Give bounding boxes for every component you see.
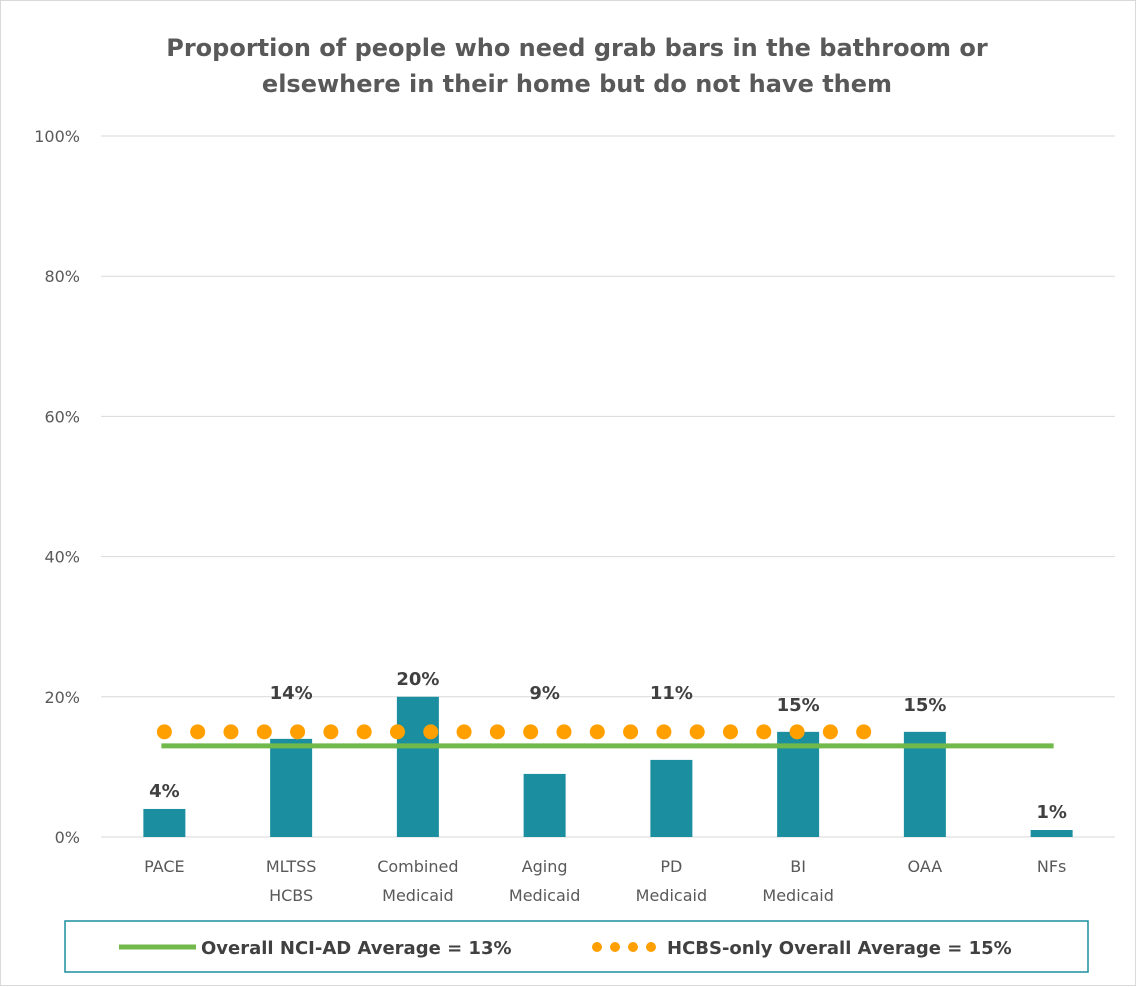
hcbs-average-dot <box>722 724 738 740</box>
hcbs-average-dot <box>756 724 772 740</box>
chart-title-line: Proportion of people who need grab bars … <box>166 34 988 62</box>
data-label: 15% <box>777 695 820 716</box>
x-tick-label: HCBS <box>269 886 313 905</box>
y-tick-label: 20% <box>44 688 80 707</box>
hcbs-average-dot <box>389 724 405 740</box>
bar <box>903 731 946 837</box>
data-label: 9% <box>529 683 560 704</box>
bars <box>143 696 1073 837</box>
data-label: 1% <box>1036 802 1067 823</box>
bar <box>650 759 693 837</box>
gridlines <box>101 135 1115 838</box>
x-tick-label: OAA <box>908 857 943 876</box>
legend-dot-swatch <box>628 942 638 952</box>
y-tick-label: 0% <box>55 828 80 847</box>
hcbs-average-dot <box>856 724 872 740</box>
x-tick-label: Medicaid <box>762 886 833 905</box>
hcbs-average-dot <box>656 724 672 740</box>
legend-overall-average-label: Overall NCI-AD Average = 13% <box>201 938 512 959</box>
legend-dot-swatch <box>592 942 602 952</box>
hcbs-average-dot <box>290 724 306 740</box>
x-tick-label: Medicaid <box>509 886 580 905</box>
bar <box>143 808 186 837</box>
hcbs-average-dot <box>423 724 439 740</box>
x-tick-label: BI <box>790 857 806 876</box>
x-tick-label: MLTSS <box>266 857 317 876</box>
bar <box>396 696 439 837</box>
bar <box>270 738 313 837</box>
x-tick-label: PD <box>660 857 682 876</box>
data-label: 20% <box>396 669 439 690</box>
legend-dot-swatch <box>610 942 620 952</box>
chart-title: Proportion of people who need grab bars … <box>166 34 988 98</box>
data-label: 11% <box>650 683 693 704</box>
hcbs-average-dot <box>523 724 539 740</box>
hcbs-average-dot <box>822 724 838 740</box>
hcbs-average-dot <box>323 724 339 740</box>
data-label: 15% <box>903 695 946 716</box>
hcbs-average-dot <box>689 724 705 740</box>
bar <box>1030 829 1073 837</box>
hcbs-average-dot <box>256 724 272 740</box>
data-label: 14% <box>270 683 313 704</box>
hcbs-average-dot <box>589 724 605 740</box>
legend-dot-swatch <box>646 942 656 952</box>
hcbs-average-dot <box>456 724 472 740</box>
y-tick-label: 100% <box>34 127 80 146</box>
hcbs-average-dot <box>156 724 172 740</box>
hcbs-average-dot <box>789 724 805 740</box>
x-tick-label: Aging <box>522 857 568 876</box>
y-tick-label: 40% <box>44 548 80 567</box>
chart-title-line: elsewhere in their home but do not have … <box>262 70 892 98</box>
reference-lines <box>156 724 1054 749</box>
data-label: 4% <box>149 781 180 802</box>
hcbs-average-dot <box>223 724 239 740</box>
y-tick-label: 80% <box>44 267 80 286</box>
hcbs-average-dot <box>556 724 572 740</box>
x-tick-label: Combined <box>377 857 458 876</box>
hcbs-average-dot <box>623 724 639 740</box>
x-tick-label: Medicaid <box>382 886 453 905</box>
legend-hcbs-average-label: HCBS-only Overall Average = 15% <box>667 938 1012 959</box>
legend-box <box>64 920 1089 973</box>
data-labels: 4% 14% 20% 9% 11% 15% 15% 1% <box>149 669 1067 823</box>
legend: Overall NCI-AD Average = 13% HCBS-only Ov… <box>64 920 1089 973</box>
bar <box>523 773 566 837</box>
hcbs-average-dot <box>190 724 206 740</box>
hcbs-average-dot <box>489 724 505 740</box>
x-tick-label: NFs <box>1037 857 1067 876</box>
x-tick-label: PACE <box>144 857 185 876</box>
y-tick-label: 60% <box>44 407 80 426</box>
bar <box>777 731 820 837</box>
hcbs-average-dot <box>356 724 372 740</box>
x-tick-label: Medicaid <box>636 886 707 905</box>
x-axis-ticks: PACE MLTSS HCBS Combined Medicaid Aging Medica… <box>144 857 1066 905</box>
y-axis-ticks: 0% 20% 40% 60% 80% 100% <box>34 127 80 847</box>
